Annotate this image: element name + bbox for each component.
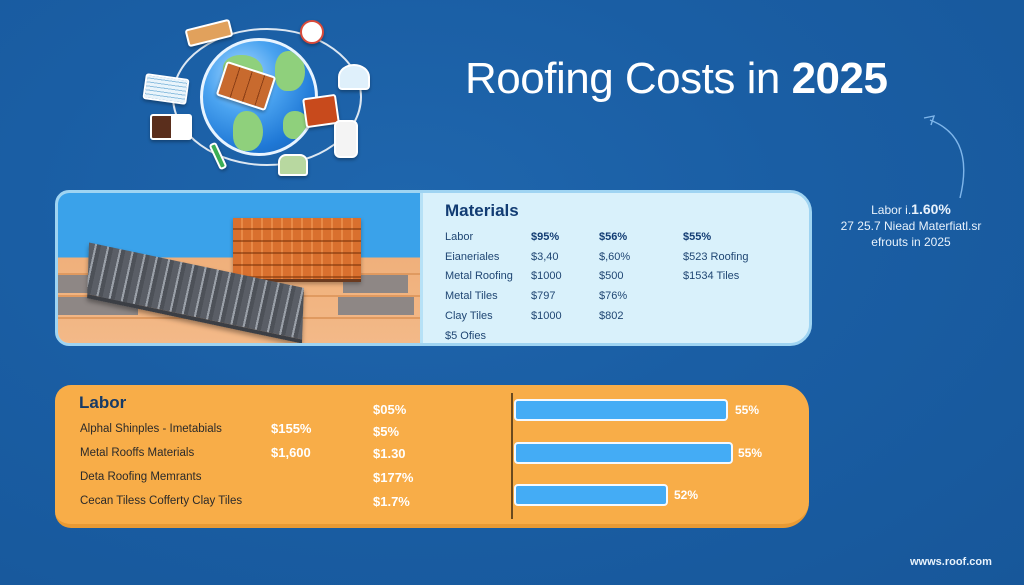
labor-panel: Labor $05% Alphal Shinples - Imetabials … (55, 385, 809, 528)
chart-axis-divider (511, 393, 513, 519)
roofing-materials-image (58, 193, 420, 343)
labor-row-label: Cecan Tiless Cofferty Clay Tiles (80, 495, 243, 507)
labor-row-value1: $1,600 (271, 445, 311, 460)
table-row: $5 Ofies (445, 329, 486, 342)
materials-table: Materials Labor $95% $56% $55% Eianerial… (420, 193, 809, 343)
labor-bar-3 (514, 484, 668, 506)
labor-top-value: $05% (373, 402, 407, 417)
labor-bar-1 (514, 399, 728, 421)
labor-heading: Labor (79, 393, 127, 412)
labor-row-label: Alphal Shinples - Imetabials (80, 423, 222, 435)
swatch-book-icon (150, 114, 192, 140)
labor-row-value2: $1.30 (373, 446, 406, 461)
table-row: Eianeriales $3,40 $,60% $523 Roofing (445, 250, 749, 263)
labor-bar-label-1: 55% (735, 403, 760, 417)
labor-row-value1: $155% (271, 421, 312, 436)
materials-panel: Materials Labor $95% $56% $55% Eianerial… (55, 190, 812, 346)
side-note-line1: Labor i.1.60% (871, 201, 951, 217)
curved-arrow-icon (923, 115, 965, 199)
sample-swatch-icon (278, 154, 308, 176)
page-title: Roofing Costs in 2025 (465, 54, 888, 104)
globe-illustration (138, 6, 386, 176)
materials-header-row: Labor $95% $56% $55% (445, 230, 712, 243)
paint-bucket-icon (338, 64, 370, 90)
materials-heading: Materials (445, 201, 519, 220)
title-year: 2025 (791, 54, 888, 103)
labor-bar-label-2: 55% (738, 446, 763, 460)
side-note: Labor i.1.60% 27 25.7 Niead Materfiatl.s… (836, 201, 986, 250)
labor-bar-2 (514, 442, 733, 464)
labor-row-value2: $177% (373, 470, 414, 485)
clock-icon (300, 20, 324, 44)
globe-icon (200, 38, 318, 156)
table-row: Metal Tiles $797 $76% (445, 290, 628, 303)
labor-row-label: Metal Rooffs Materials (80, 447, 195, 459)
footer-url: wwws.roof.com (910, 556, 992, 568)
side-note-line3: efrouts in 2025 (871, 235, 951, 249)
side-note-line2: 27 25.7 Niead Materfiatl.sr (840, 219, 982, 233)
labor-row-value2: $1.7% (373, 494, 410, 509)
labor-row-label: Deta Roofing Memrants (80, 471, 202, 483)
labor-bar-label-3: 52% (674, 488, 699, 502)
table-row: Clay Tiles $1000 $802 (445, 310, 624, 323)
table-row: Metal Roofing $1000 $500 $1534 Tiles (445, 270, 740, 283)
labor-row-value2: $5% (373, 424, 400, 439)
paint-can-icon (334, 120, 358, 158)
blueprint-icon (142, 73, 190, 105)
clay-tile-roof (233, 218, 361, 282)
title-prefix: Roofing Costs in (465, 54, 792, 103)
